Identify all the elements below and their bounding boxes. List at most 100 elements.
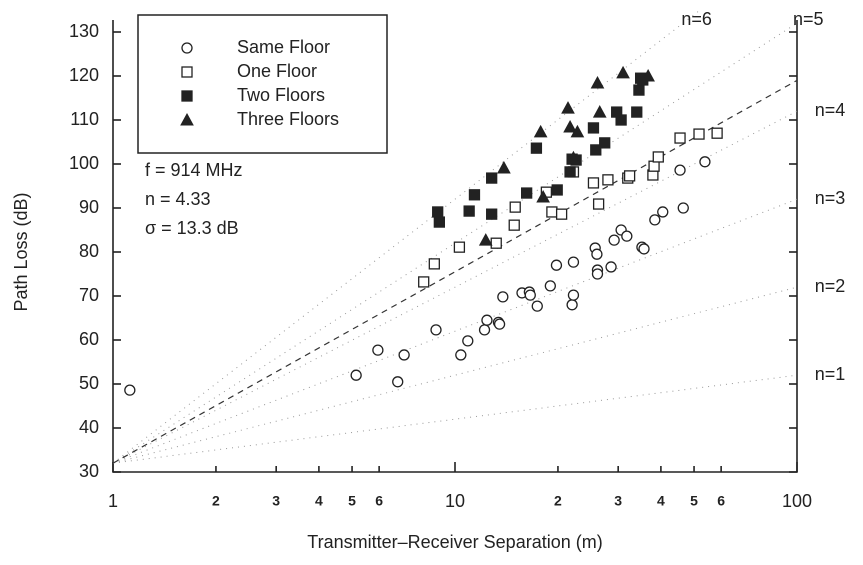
x-tick-label: 4 xyxy=(315,493,323,509)
marker-circle xyxy=(649,214,661,226)
marker-triangle xyxy=(590,75,605,89)
marker-circle xyxy=(372,344,384,356)
marker-triangle xyxy=(533,124,548,138)
marker-circle xyxy=(531,300,543,312)
marker-square xyxy=(615,114,627,126)
marker-square xyxy=(599,137,611,149)
marker-circle xyxy=(657,206,669,218)
x-tick-label: 3 xyxy=(272,493,280,509)
reference-line-label: n=4 xyxy=(815,100,846,120)
y-tick-label: 120 xyxy=(69,65,99,85)
y-tick-label: 50 xyxy=(79,373,99,393)
fit-line xyxy=(113,79,797,464)
marker-square xyxy=(468,189,481,201)
marker-square xyxy=(530,142,543,154)
marker-circle xyxy=(481,314,493,326)
marker-circle xyxy=(591,248,603,260)
marker-square xyxy=(592,198,605,210)
y-tick-label: 60 xyxy=(79,329,99,349)
marker-circle xyxy=(699,156,711,168)
x-tick-label: 5 xyxy=(690,493,698,509)
marker-square xyxy=(674,132,686,144)
reference-line xyxy=(113,374,797,464)
marker-circle xyxy=(608,234,620,246)
marker-square xyxy=(631,106,643,118)
legend-label: One Floor xyxy=(237,61,317,81)
marker-square xyxy=(652,151,664,163)
x-tick-label: 2 xyxy=(212,493,220,509)
marker-circle xyxy=(497,291,509,303)
marker-square xyxy=(633,84,645,96)
legend-label: Three Floors xyxy=(237,109,339,129)
x-tick-label: 5 xyxy=(348,493,356,509)
marker-square xyxy=(546,206,558,218)
marker-circle xyxy=(621,230,633,242)
marker-square xyxy=(623,170,636,182)
x-tick-label: 6 xyxy=(375,493,383,509)
marker-circle xyxy=(392,376,404,388)
reference-line-label: n=2 xyxy=(815,276,846,296)
x-tick-label: 2 xyxy=(554,493,562,509)
marker-circle xyxy=(430,324,442,336)
reference-line xyxy=(113,198,797,464)
marker-triangle xyxy=(566,150,581,164)
x-tick-label: 10 xyxy=(445,491,465,511)
marker-circle xyxy=(638,243,650,255)
marker-square xyxy=(453,241,466,253)
reference-line-label: n=3 xyxy=(815,188,846,208)
marker-square xyxy=(181,90,193,102)
marker-square xyxy=(490,237,502,249)
reference-line xyxy=(113,286,797,464)
reference-line-label: n=5 xyxy=(793,9,824,29)
x-tick-label: 3 xyxy=(614,493,622,509)
y-tick-label: 70 xyxy=(79,285,99,305)
marker-triangle xyxy=(641,68,655,82)
marker-square xyxy=(432,206,444,218)
marker-square xyxy=(555,208,568,220)
marker-square xyxy=(486,208,498,220)
marker-circle xyxy=(605,261,617,273)
marker-triangle xyxy=(561,101,575,114)
x-tick-label: 4 xyxy=(657,493,665,509)
marker-square xyxy=(587,122,600,134)
marker-square xyxy=(463,205,475,217)
marker-circle xyxy=(544,280,556,292)
legend-label: Same Floor xyxy=(237,37,330,57)
y-tick-label: 30 xyxy=(79,461,99,481)
reference-line-label: n=1 xyxy=(815,364,846,384)
x-axis-label: Transmitter–Receiver Separation (m) xyxy=(307,532,602,552)
y-tick-label: 80 xyxy=(79,241,99,261)
marker-triangle xyxy=(497,160,511,174)
marker-square xyxy=(181,66,193,78)
marker-square xyxy=(486,172,498,184)
annotation: σ = 13.3 dB xyxy=(145,218,239,238)
y-tick-label: 100 xyxy=(69,153,99,173)
x-tick-label: 1 xyxy=(108,491,118,511)
marker-circle xyxy=(524,289,536,301)
y-tick-label: 130 xyxy=(69,21,99,41)
marker-circle xyxy=(350,369,362,381)
marker-square xyxy=(590,144,602,156)
marker-circle xyxy=(550,259,563,271)
y-axis-label: Path Loss (dB) xyxy=(11,192,31,311)
marker-circle xyxy=(478,324,491,336)
marker-circle xyxy=(591,268,604,280)
marker-triangle xyxy=(570,124,585,138)
legend-box xyxy=(137,14,388,154)
marker-circle xyxy=(455,349,467,361)
marker-square xyxy=(521,187,533,199)
y-tick-label: 110 xyxy=(70,109,99,129)
reference-line xyxy=(113,10,701,464)
marker-circle xyxy=(181,42,193,54)
marker-square xyxy=(711,127,723,139)
marker-square xyxy=(564,166,576,178)
marker-circle xyxy=(493,318,506,330)
marker-triangle xyxy=(592,105,607,118)
marker-circle xyxy=(398,349,410,361)
marker-circle xyxy=(677,202,689,214)
reference-line xyxy=(113,110,797,464)
annotation: n = 4.33 xyxy=(145,189,211,209)
marker-circle xyxy=(566,299,578,311)
marker-triangle xyxy=(616,65,630,79)
